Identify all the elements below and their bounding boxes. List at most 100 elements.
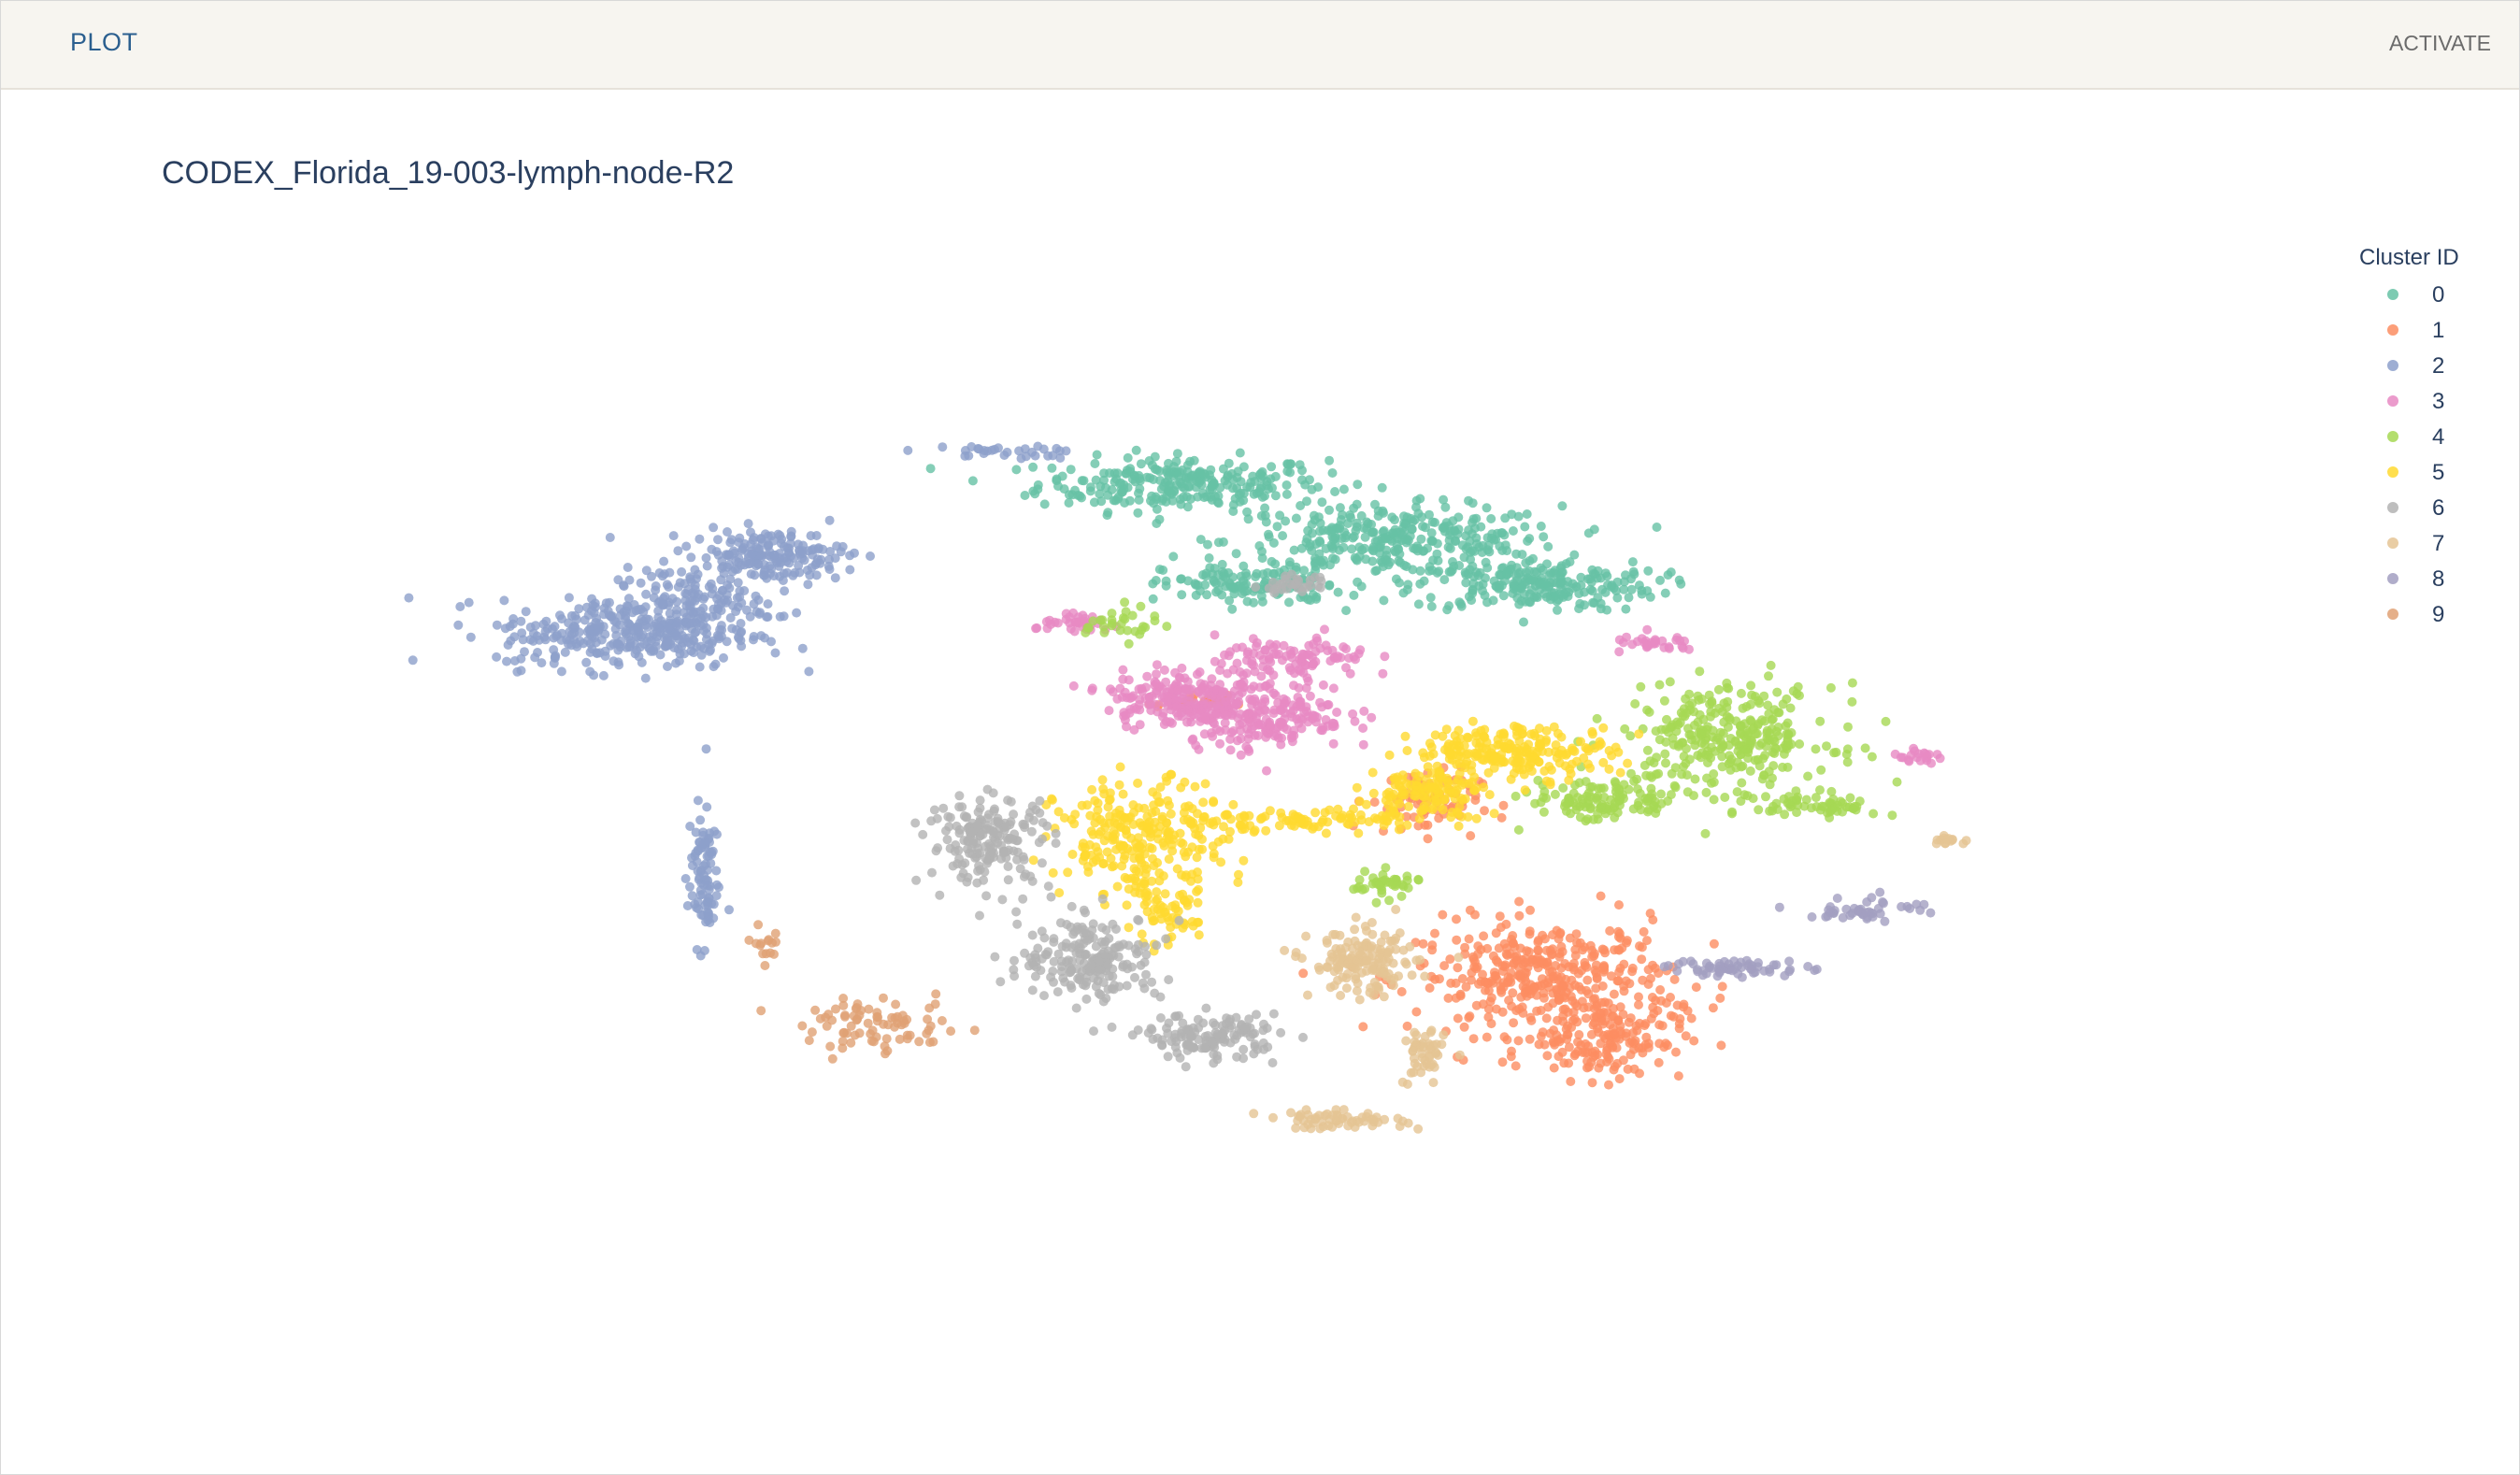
point <box>1568 962 1578 972</box>
point <box>525 623 536 632</box>
point <box>1150 464 1160 474</box>
point <box>1401 1036 1411 1046</box>
point <box>1614 945 1625 955</box>
point <box>1323 963 1333 973</box>
point <box>1675 636 1685 646</box>
point <box>1687 698 1697 709</box>
point <box>1136 601 1146 611</box>
point <box>694 662 705 672</box>
point <box>1116 619 1126 629</box>
point <box>1183 576 1193 586</box>
point <box>1665 723 1675 733</box>
point <box>1461 544 1471 554</box>
point <box>997 895 1008 905</box>
point <box>1359 706 1369 716</box>
point <box>700 900 710 910</box>
point <box>1494 943 1504 953</box>
point <box>1480 977 1490 987</box>
point <box>1327 722 1338 732</box>
point <box>1336 991 1346 1000</box>
point <box>703 915 713 925</box>
point <box>1284 597 1294 608</box>
point <box>1669 974 1680 984</box>
point <box>1228 483 1238 494</box>
point <box>1426 782 1437 792</box>
point <box>695 815 706 825</box>
point <box>1618 637 1628 648</box>
point <box>1361 554 1371 565</box>
point <box>699 592 709 602</box>
point <box>1443 542 1453 552</box>
point <box>550 622 560 632</box>
point <box>1587 726 1597 737</box>
point <box>1120 715 1130 725</box>
point <box>1514 910 1525 921</box>
point <box>1289 821 1299 831</box>
point <box>1654 768 1664 779</box>
point <box>1647 637 1656 648</box>
point <box>533 648 542 657</box>
point <box>1106 684 1115 695</box>
point <box>954 791 965 801</box>
point <box>1649 758 1659 768</box>
point <box>1741 702 1752 711</box>
point <box>1153 1033 1163 1043</box>
point <box>692 945 702 954</box>
point <box>1791 795 1801 805</box>
point <box>1268 1112 1278 1123</box>
point <box>1234 580 1244 591</box>
point <box>1496 812 1507 823</box>
point <box>1252 1010 1261 1020</box>
point <box>1445 954 1455 965</box>
point <box>1267 1058 1278 1067</box>
point <box>1199 1043 1210 1053</box>
point <box>1415 566 1425 576</box>
point <box>927 867 937 878</box>
point <box>950 846 960 856</box>
point <box>724 905 734 915</box>
point <box>1046 892 1056 902</box>
point <box>1389 807 1399 817</box>
point <box>465 632 476 642</box>
point <box>1271 583 1281 594</box>
point <box>1438 909 1448 920</box>
point <box>1249 1109 1259 1119</box>
point <box>1342 1112 1353 1122</box>
point <box>749 632 759 641</box>
point <box>1345 668 1355 679</box>
point <box>1544 967 1554 977</box>
point <box>1124 638 1134 649</box>
point <box>1228 799 1239 809</box>
point <box>942 835 952 845</box>
point <box>1199 811 1210 822</box>
point <box>1006 817 1016 827</box>
point <box>1437 1039 1447 1050</box>
point <box>1438 731 1448 741</box>
tab-plot[interactable]: PLOT <box>70 28 138 56</box>
point <box>1334 965 1343 975</box>
activate-button[interactable]: ACTIVATE <box>2388 31 2491 55</box>
point <box>1297 649 1308 659</box>
point <box>1543 747 1554 757</box>
point <box>653 612 664 623</box>
point <box>1236 734 1246 744</box>
point <box>1248 709 1258 719</box>
point <box>1093 976 1103 986</box>
point <box>622 625 632 636</box>
point <box>1324 580 1335 591</box>
point <box>1135 629 1145 639</box>
point <box>830 553 840 564</box>
point <box>1276 720 1286 730</box>
point <box>1643 566 1654 576</box>
point <box>1369 797 1380 808</box>
point <box>1182 900 1193 910</box>
point <box>1012 847 1023 857</box>
point <box>1047 463 1057 473</box>
point <box>1464 934 1474 944</box>
point <box>1182 502 1193 512</box>
point <box>1052 443 1062 453</box>
point <box>1134 866 1144 877</box>
point <box>1600 1016 1611 1026</box>
point <box>1049 934 1059 944</box>
